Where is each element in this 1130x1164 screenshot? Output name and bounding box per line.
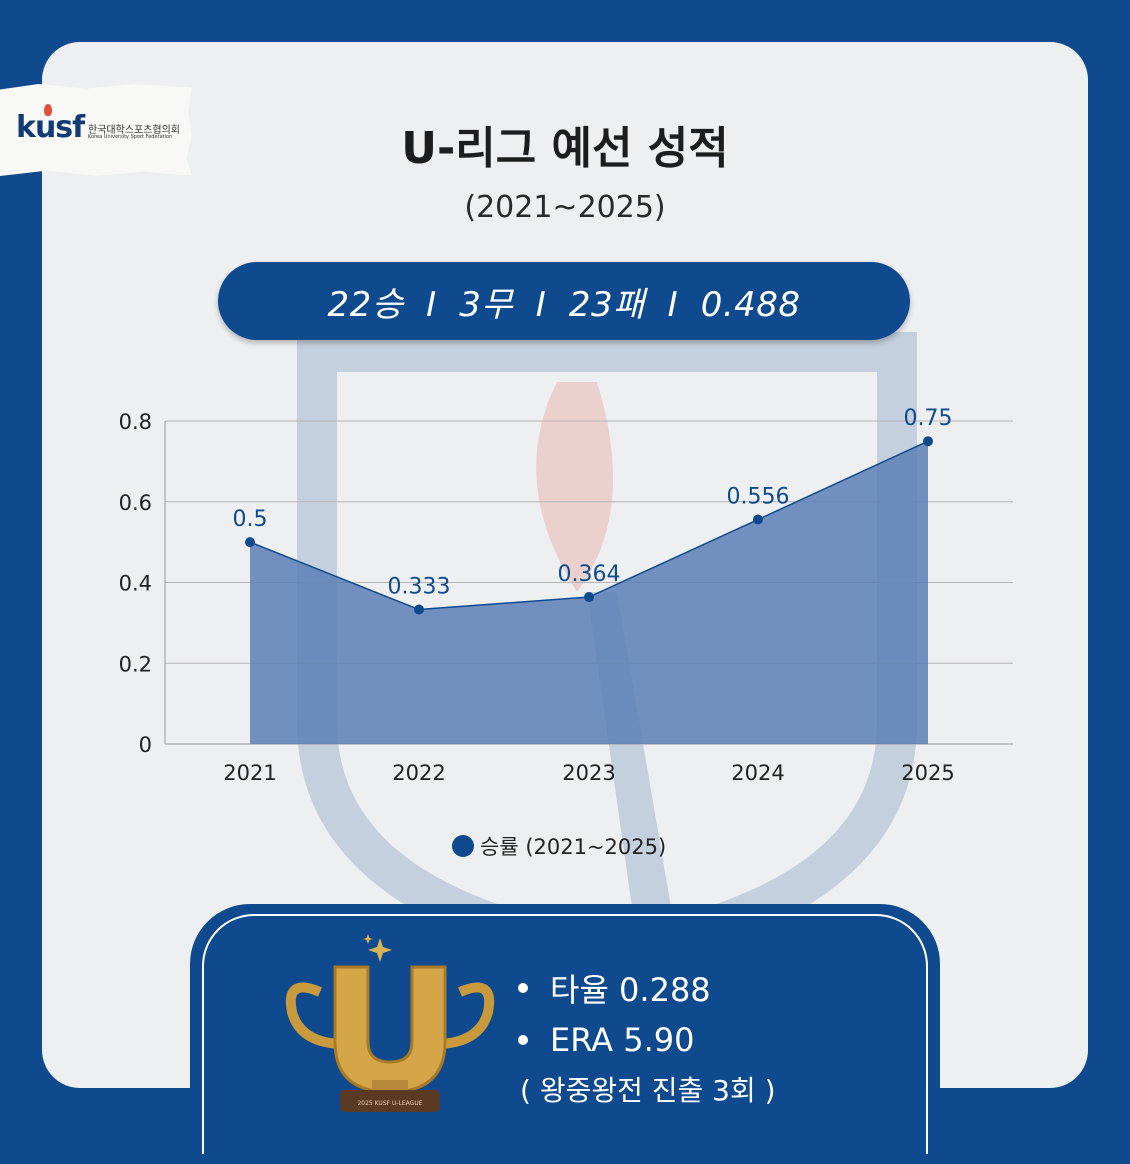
y-tick-label: 0 (139, 733, 152, 757)
data-point (584, 592, 594, 603)
stats-panel-border (202, 914, 928, 1154)
y-tick-label: 0.8 (119, 410, 152, 434)
sparkle-icon (363, 934, 392, 962)
bullet-icon (518, 1035, 528, 1045)
data-point (923, 436, 933, 447)
x-tick-label: 2021 (223, 761, 276, 785)
y-tick-label: 0.2 (119, 652, 152, 676)
record-summary: 22승 I 3무 I 23패 I 0.488 (327, 284, 801, 325)
x-tick-label: 2025 (901, 761, 954, 785)
page-subtitle: (2021~2025) (464, 190, 666, 225)
logo-org-english: Korea University Sport Federation (88, 134, 173, 140)
data-label: 0.5 (233, 507, 268, 532)
y-tick-label: 0.6 (119, 491, 152, 515)
data-point (753, 514, 763, 525)
stat-note: ( 왕중왕전 진출 3회 ) (520, 1074, 776, 1107)
legend-marker (452, 835, 474, 857)
page-title: U-리그 예선 성적 (401, 123, 729, 174)
data-point (245, 537, 255, 548)
stat-batting: 타율 0.288 (512, 962, 776, 1014)
trophy-icon: 2025 KUSF U-LEAGUE (285, 934, 495, 1112)
data-label: 0.333 (388, 575, 451, 600)
trophy-base-text: 2025 KUSF U-LEAGUE (357, 1100, 422, 1107)
stat-batting-text: 타율 0.288 (550, 971, 711, 1009)
data-label: 0.75 (904, 406, 953, 431)
x-tick-label: 2024 (731, 761, 784, 785)
stat-era: ERA 5.90 (512, 1014, 776, 1066)
legend-label: 승률 (2021~2025) (480, 835, 667, 859)
logo-paper-strip (0, 84, 192, 176)
y-tick-label: 0.4 (119, 572, 152, 596)
record-banner: 22승 I 3무 I 23패 I 0.488 (218, 262, 910, 340)
logo-org-korean: 한국대학스포츠협의회 (88, 125, 180, 136)
chart-legend: 승률 (2021~2025) (452, 832, 666, 860)
x-tick-label: 2022 (392, 761, 445, 785)
x-tick-label: 2023 (562, 761, 615, 785)
stat-era-text: ERA 5.90 (550, 1021, 695, 1059)
bullet-icon (518, 983, 528, 993)
area-fill (250, 441, 928, 744)
stats-list: 타율 0.288 ERA 5.90 ( 왕중왕전 진출 3회 ) (512, 962, 776, 1112)
data-label: 0.364 (558, 562, 621, 587)
logo-flame-icon (44, 104, 52, 116)
win-rate-chart: 0 0.2 0.4 0.6 0.8 0.5 0.333 0.364 0.556 0.75 2021 2… (119, 406, 1013, 785)
data-label: 0.556 (727, 485, 790, 510)
data-point (414, 604, 424, 615)
kusf-logo: kusf (16, 110, 85, 145)
